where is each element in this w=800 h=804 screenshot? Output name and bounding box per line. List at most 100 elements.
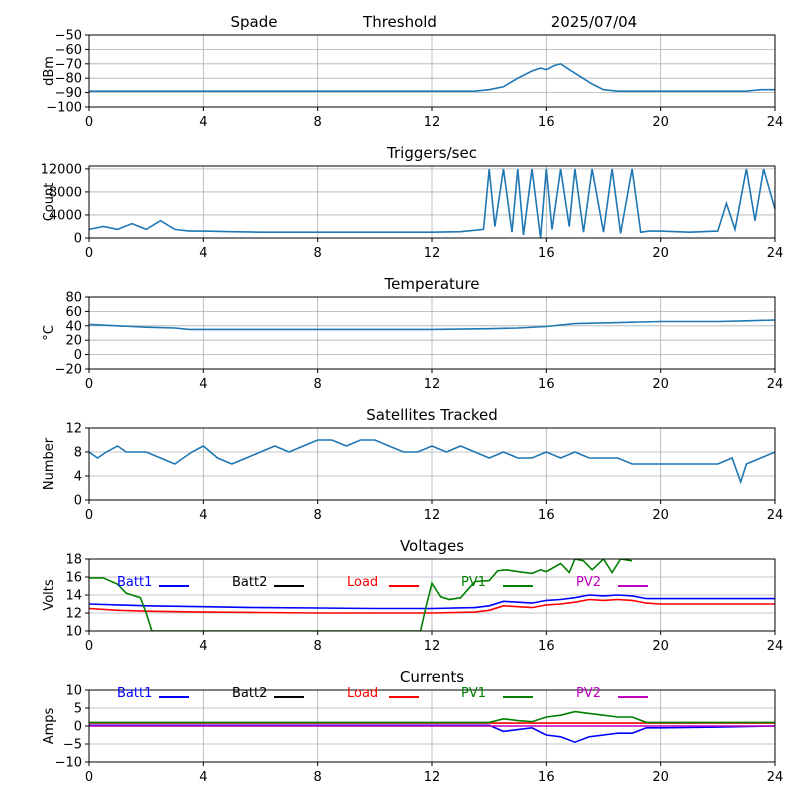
- x-tick-label: 16: [538, 377, 555, 392]
- legend-label-pv2: PV2: [576, 686, 601, 701]
- x-tick-label: 24: [767, 508, 784, 523]
- series-line-threshold: [89, 62, 775, 92]
- x-tick-label: 12: [424, 246, 441, 261]
- y-tick-label: 0: [74, 494, 82, 509]
- x-tick-label: 12: [424, 770, 441, 785]
- chart-title: Currents: [400, 668, 464, 686]
- x-tick-label: 4: [199, 115, 207, 130]
- y-tick-label: 40: [65, 319, 82, 334]
- x-tick-label: 24: [767, 770, 784, 785]
- legend-label-load: Load: [347, 575, 378, 590]
- x-tick-label: 16: [538, 115, 555, 130]
- x-tick-label: 8: [314, 508, 322, 523]
- series-line-load: [89, 598, 775, 614]
- y-tick-label: 10: [65, 625, 82, 640]
- x-tick-label: 8: [314, 377, 322, 392]
- x-tick-label: 16: [538, 246, 555, 261]
- y-tick-label: 60: [65, 305, 82, 320]
- y-tick-label: −20: [55, 363, 82, 378]
- y-tick-label: 20: [65, 334, 82, 349]
- x-tick-label: 20: [652, 115, 669, 130]
- x-tick-label: 4: [199, 508, 207, 523]
- x-tick-label: 24: [767, 115, 784, 130]
- y-axis-label: Number: [42, 437, 57, 490]
- y-tick-label: 4: [74, 470, 82, 485]
- series-line-triggers: [89, 168, 775, 238]
- y-tick-label: 4000: [49, 208, 82, 223]
- y-axis-label: Count: [42, 183, 57, 222]
- x-tick-label: 0: [85, 246, 93, 261]
- series-line-pv1: [89, 559, 633, 631]
- x-tick-label: 16: [538, 770, 555, 785]
- y-tick-label: 8000: [49, 185, 82, 200]
- chart-title: Satellites Tracked: [366, 406, 497, 424]
- y-tick-label: 12: [65, 607, 82, 622]
- y-tick-label: −60: [55, 43, 82, 58]
- y-tick-label: 80: [65, 291, 82, 306]
- y-tick-label: −50: [55, 29, 82, 44]
- x-tick-label: 12: [424, 377, 441, 392]
- y-tick-label: −90: [55, 86, 82, 101]
- y-tick-label: 8: [74, 446, 82, 461]
- x-tick-label: 4: [199, 377, 207, 392]
- y-tick-label: 0: [74, 348, 82, 363]
- x-tick-label: 20: [652, 377, 669, 392]
- x-tick-label: 20: [652, 508, 669, 523]
- y-tick-label: 5: [74, 702, 82, 717]
- y-tick-label: 0: [74, 720, 82, 735]
- x-tick-label: 16: [538, 508, 555, 523]
- y-tick-label: −80: [55, 72, 82, 87]
- x-tick-label: 8: [314, 246, 322, 261]
- x-tick-label: 0: [85, 115, 93, 130]
- y-tick-label: 12000: [41, 162, 82, 177]
- legend-label-pv1: PV1: [461, 686, 486, 701]
- y-tick-label: −5: [63, 738, 82, 753]
- series-line-temperature: [89, 319, 775, 331]
- panel-triggers: 0 4 8 12 16 20 24 0 4000 8000 12000 Triggers/sec Cou…: [41, 144, 784, 261]
- y-axis-label: °C: [42, 325, 57, 341]
- y-tick-label: 12: [65, 422, 82, 437]
- legend-label-batt2: Batt2: [232, 686, 267, 701]
- legend-label-batt1: Batt1: [117, 575, 152, 590]
- y-tick-label: 0: [74, 232, 82, 247]
- y-tick-label: 18: [65, 553, 82, 568]
- chart-title: Temperature: [383, 275, 479, 293]
- y-tick-label: −10: [55, 756, 82, 771]
- legend-label-pv1: PV1: [461, 575, 486, 590]
- x-tick-label: 20: [652, 246, 669, 261]
- x-tick-label: 12: [424, 508, 441, 523]
- y-axis-label: Volts: [42, 579, 57, 611]
- header-label: Threshold: [362, 13, 437, 31]
- x-tick-label: 8: [314, 115, 322, 130]
- legend-label-load: Load: [347, 686, 378, 701]
- x-tick-label: 16: [538, 639, 555, 654]
- y-tick-label: 16: [65, 571, 82, 586]
- x-tick-label: 12: [424, 115, 441, 130]
- panel-threshold: 0 4 8 12 16 20 24 −100−90−80−70−60−50 dBm: [42, 29, 783, 131]
- x-tick-label: 0: [85, 770, 93, 785]
- panel-satellites: 0 4 8 12 16 20 24 0 4 8 12 Satellites Tracked Number: [42, 406, 783, 523]
- x-tick-label: 20: [652, 770, 669, 785]
- header-date: 2025/07/04: [551, 13, 637, 31]
- y-tick-label: −100: [46, 101, 82, 116]
- panel-voltages: 0 4 8 12 16 20 24 10 12 14 16 18 Voltages Volts Batt1 B…: [42, 537, 783, 654]
- chart-title: Triggers/sec: [386, 144, 477, 162]
- y-tick-label: 14: [65, 589, 82, 604]
- y-tick-label: 10: [65, 684, 82, 699]
- x-tick-label: 0: [85, 508, 93, 523]
- y-tick-label: −70: [55, 57, 82, 72]
- legend-label-batt2: Batt2: [232, 575, 267, 590]
- legend-label-batt1: Batt1: [117, 686, 152, 701]
- x-tick-label: 24: [767, 377, 784, 392]
- x-tick-label: 0: [85, 639, 93, 654]
- series-line-pv1: [89, 710, 775, 724]
- x-tick-label: 4: [199, 770, 207, 785]
- x-tick-label: 24: [767, 639, 784, 654]
- x-tick-label: 0: [85, 377, 93, 392]
- y-axis-label: dBm: [42, 56, 57, 86]
- x-tick-label: 4: [199, 246, 207, 261]
- x-tick-label: 4: [199, 639, 207, 654]
